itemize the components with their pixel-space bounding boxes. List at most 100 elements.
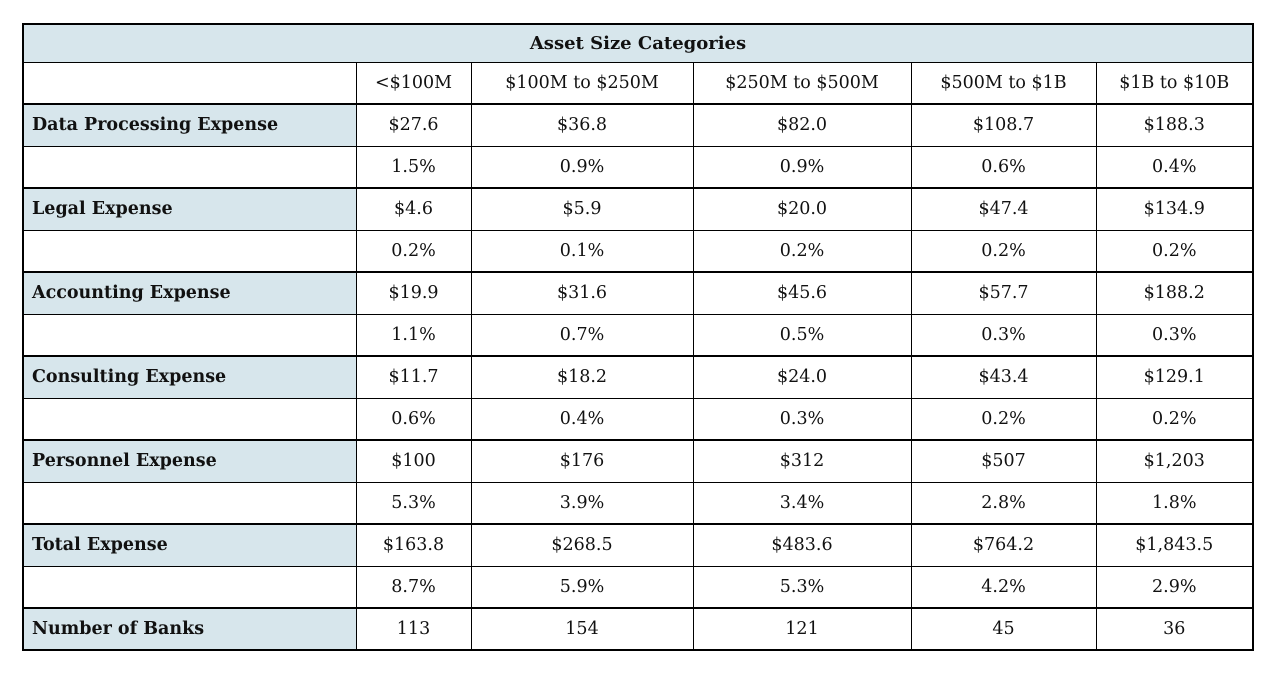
value-cell: 2.9% <box>1095 565 1254 609</box>
row-label-cell: Consulting Expense <box>22 355 357 399</box>
value-cell: 0.2% <box>910 397 1097 441</box>
value-cell: $188.3 <box>1095 103 1254 147</box>
value-cell: 0.2% <box>692 229 912 273</box>
value-cell: 5.9% <box>470 565 694 609</box>
value-cell: $20.0 <box>692 187 912 231</box>
value-cell: 3.9% <box>470 481 694 525</box>
row-label-cell: Legal Expense <box>22 187 357 231</box>
value-cell: 0.4% <box>470 397 694 441</box>
value-cell: 2.8% <box>910 481 1097 525</box>
value-cell: $108.7 <box>910 103 1097 147</box>
value-cell: 113 <box>355 607 472 651</box>
value-cell: 0.7% <box>470 313 694 357</box>
value-cell: 0.9% <box>692 145 912 189</box>
value-cell: 5.3% <box>692 565 912 609</box>
row-label-cell <box>22 229 357 273</box>
column-header-row: <$100M $100M to $250M $250M to $500M $500M … <box>22 62 1254 105</box>
value-cell: $163.8 <box>355 523 472 567</box>
row-label-cell: Total Expense <box>22 523 357 567</box>
table-row: Consulting Expense $11.7 $18.2 $24.0 $43.4 $1… <box>22 355 1254 399</box>
value-cell: $57.7 <box>910 271 1097 315</box>
table-row: Legal Expense $4.6 $5.9 $20.0 $47.4 $134.9 <box>22 187 1254 231</box>
row-label-cell <box>22 481 357 525</box>
asset-size-table: Asset Size Categories <$100M $100M to $25… <box>22 23 1254 651</box>
value-cell: $100 <box>355 439 472 483</box>
value-cell: 0.3% <box>1095 313 1254 357</box>
row-label-cell: Personnel Expense <box>22 439 357 483</box>
column-header: $100M to $250M <box>470 62 694 105</box>
table-title: Asset Size Categories <box>22 23 1254 63</box>
value-cell: 5.3% <box>355 481 472 525</box>
row-label-cell <box>22 145 357 189</box>
value-cell: 0.2% <box>355 229 472 273</box>
value-cell: $24.0 <box>692 355 912 399</box>
value-cell: $19.9 <box>355 271 472 315</box>
table-title-row: Asset Size Categories <box>22 23 1254 63</box>
table-row: 5.3% 3.9% 3.4% 2.8% 1.8% <box>22 481 1254 525</box>
value-cell: $268.5 <box>470 523 694 567</box>
value-cell: 0.2% <box>910 229 1097 273</box>
table-row: 1.5% 0.9% 0.9% 0.6% 0.4% <box>22 145 1254 189</box>
value-cell: $764.2 <box>910 523 1097 567</box>
value-cell: $47.4 <box>910 187 1097 231</box>
value-cell: $507 <box>910 439 1097 483</box>
value-cell: 4.2% <box>910 565 1097 609</box>
value-cell: 36 <box>1095 607 1254 651</box>
value-cell: $45.6 <box>692 271 912 315</box>
value-cell: 0.6% <box>355 397 472 441</box>
value-cell: $5.9 <box>470 187 694 231</box>
table-row: Total Expense $163.8 $268.5 $483.6 $764.2 $1,… <box>22 523 1254 567</box>
value-cell: $11.7 <box>355 355 472 399</box>
value-cell: 1.5% <box>355 145 472 189</box>
table-row: 0.2% 0.1% 0.2% 0.2% 0.2% <box>22 229 1254 273</box>
value-cell: $176 <box>470 439 694 483</box>
asset-size-table-container: Asset Size Categories <$100M $100M to $25… <box>22 23 1254 651</box>
column-header: <$100M <box>355 62 472 105</box>
value-cell: $31.6 <box>470 271 694 315</box>
row-label-cell <box>22 397 357 441</box>
row-label-header-cell <box>22 62 357 105</box>
value-cell: $18.2 <box>470 355 694 399</box>
value-cell: $36.8 <box>470 103 694 147</box>
value-cell: $4.6 <box>355 187 472 231</box>
value-cell: 0.9% <box>470 145 694 189</box>
value-cell: 1.8% <box>1095 481 1254 525</box>
table-row: Number of Banks 113 154 121 45 36 <box>22 607 1254 651</box>
value-cell: 154 <box>470 607 694 651</box>
value-cell: $43.4 <box>910 355 1097 399</box>
value-cell: $1,203 <box>1095 439 1254 483</box>
value-cell: 0.4% <box>1095 145 1254 189</box>
table-row: Accounting Expense $19.9 $31.6 $45.6 $57.7 $1… <box>22 271 1254 315</box>
value-cell: $129.1 <box>1095 355 1254 399</box>
value-cell: $82.0 <box>692 103 912 147</box>
table-row: Data Processing Expense $27.6 $36.8 $82.0 $1… <box>22 103 1254 147</box>
value-cell: 3.4% <box>692 481 912 525</box>
value-cell: 0.1% <box>470 229 694 273</box>
row-label-cell: Number of Banks <box>22 607 357 651</box>
row-label-cell: Data Processing Expense <box>22 103 357 147</box>
column-header: $1B to $10B <box>1095 62 1254 105</box>
value-cell: 1.1% <box>355 313 472 357</box>
table-row: Personnel Expense $100 $176 $312 $507 $1,203 <box>22 439 1254 483</box>
value-cell: 0.6% <box>910 145 1097 189</box>
value-cell: 45 <box>910 607 1097 651</box>
value-cell: $312 <box>692 439 912 483</box>
value-cell: $134.9 <box>1095 187 1254 231</box>
table-row: 8.7% 5.9% 5.3% 4.2% 2.9% <box>22 565 1254 609</box>
value-cell: 0.2% <box>1095 229 1254 273</box>
value-cell: $1,843.5 <box>1095 523 1254 567</box>
value-cell: 0.5% <box>692 313 912 357</box>
value-cell: 121 <box>692 607 912 651</box>
value-cell: 0.3% <box>692 397 912 441</box>
value-cell: 0.3% <box>910 313 1097 357</box>
row-label-cell <box>22 313 357 357</box>
row-label-cell <box>22 565 357 609</box>
value-cell: 0.2% <box>1095 397 1254 441</box>
column-header: $250M to $500M <box>692 62 912 105</box>
column-header: $500M to $1B <box>910 62 1097 105</box>
value-cell: $188.2 <box>1095 271 1254 315</box>
value-cell: $27.6 <box>355 103 472 147</box>
table-row: 0.6% 0.4% 0.3% 0.2% 0.2% <box>22 397 1254 441</box>
value-cell: $483.6 <box>692 523 912 567</box>
table-row: 1.1% 0.7% 0.5% 0.3% 0.3% <box>22 313 1254 357</box>
